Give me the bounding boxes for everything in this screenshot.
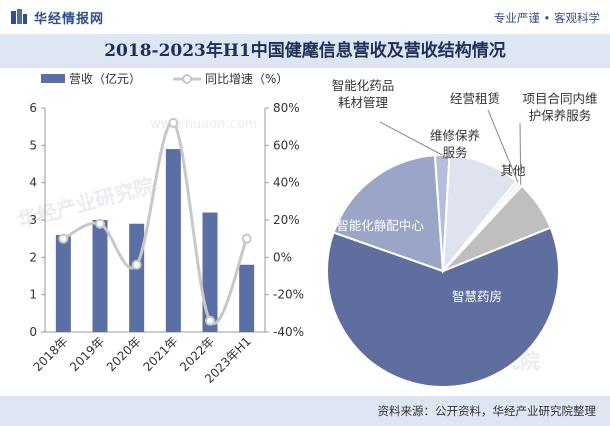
combo-chart: 0123456-40%-20%0%20%40%60%80%2018年2019年2…	[29, 101, 304, 386]
pie-leader-line	[519, 122, 522, 185]
y-tick-label-right: -20%	[273, 288, 304, 302]
y-tick-label-left: 3	[29, 213, 37, 227]
pie-chart	[326, 154, 560, 388]
y-tick-label-left: 1	[29, 288, 37, 302]
y-tick-label-right: 40%	[273, 176, 300, 190]
source-note: 资料来源：公开资料，华经产业研究院整理	[377, 404, 597, 418]
bar-revenue	[239, 264, 255, 332]
growth-point	[131, 259, 142, 270]
y-tick-label-right: 80%	[273, 101, 300, 115]
y-tick-label-left: 6	[29, 101, 37, 115]
slogan: 专业严谨 • 客观科学	[493, 11, 600, 25]
y-tick-label-right: -40%	[273, 325, 304, 339]
growth-point	[95, 218, 105, 229]
bar-revenue	[129, 223, 145, 332]
bar-revenue	[55, 234, 71, 332]
pie-slice	[441, 154, 518, 275]
pie-label-line: 智能化静配中心	[336, 218, 424, 233]
y-tick-label-right: 60%	[273, 138, 300, 152]
x-tick-label: 2018年	[30, 334, 70, 374]
growth-line	[62, 121, 249, 325]
pie-leader-line	[487, 109, 519, 183]
brand-name: 华经情报网	[34, 11, 105, 27]
legend-marker	[182, 74, 192, 84]
pie-label: 智能化药品耗材管理	[332, 78, 395, 110]
pie-label-line: 智慧药房	[452, 289, 502, 304]
pie-label-line: 维修保养	[430, 128, 480, 143]
charts-area: 华经产业研究院 华经产业研究院 www.huaon.com 营收（亿元） 同比增…	[15, 71, 598, 388]
legend-swatch-bar	[41, 74, 65, 83]
growth-point	[58, 233, 69, 244]
legend-label-revenue: 营收（亿元）	[69, 71, 141, 86]
y-tick-label-left: 5	[29, 138, 37, 152]
legend-label-growth: 同比增速（%）	[205, 72, 288, 86]
footer-band: 资料来源：公开资料，华经产业研究院整理	[0, 396, 610, 426]
brand-logo-icon	[11, 9, 27, 24]
pie-label-line: 经营租赁	[450, 91, 500, 106]
pie-label: 项目合同内维护保养服务	[522, 91, 597, 123]
pie-label-line: 智能化药品	[332, 78, 395, 93]
y-tick-label-left: 2	[29, 250, 37, 264]
y-tick-label-right: 0%	[273, 250, 292, 264]
pie-slice	[326, 226, 560, 388]
bar-revenue	[92, 220, 108, 332]
bar-revenue	[202, 212, 218, 332]
growth-point	[205, 315, 215, 326]
pie-label: 智慧药房	[452, 289, 502, 304]
title-band: 2018-2023年H1中国健麾信息营收及营收结构情况	[0, 34, 610, 68]
pie-label-line: 服务	[442, 145, 467, 160]
legend: 营收（亿元） 同比增速（%）	[41, 71, 288, 86]
y-tick-label-right: 20%	[273, 213, 300, 227]
pie-leader-line	[379, 121, 443, 156]
top-bar: 华经情报网 专业严谨 • 客观科学	[0, 0, 610, 34]
growth-point	[241, 233, 252, 244]
pie-slice	[442, 184, 552, 272]
chart-title: 2018-2023年H1中国健麾信息营收及营收结构情况	[104, 41, 506, 61]
growth-point	[168, 117, 179, 128]
y-tick-label-left: 0	[29, 325, 37, 339]
y-tick-label-left: 4	[29, 176, 37, 190]
pie-label: 智能化静配中心	[336, 218, 424, 233]
x-tick-label: 2019年	[67, 334, 107, 374]
x-tick-label: 2020年	[104, 334, 144, 374]
pie-label: 经营租赁	[450, 91, 500, 106]
pie-label-line: 项目合同内维	[522, 91, 597, 106]
x-tick-label: 2021年	[140, 334, 180, 374]
brand: 华经情报网	[10, 8, 105, 27]
pie-label-line: 耗材管理	[338, 95, 389, 110]
pie-label-line: 护保养服务	[529, 108, 592, 123]
bar-revenue	[165, 149, 181, 332]
pie-slice	[332, 154, 445, 273]
pie-label: 维修保养服务	[430, 128, 480, 160]
